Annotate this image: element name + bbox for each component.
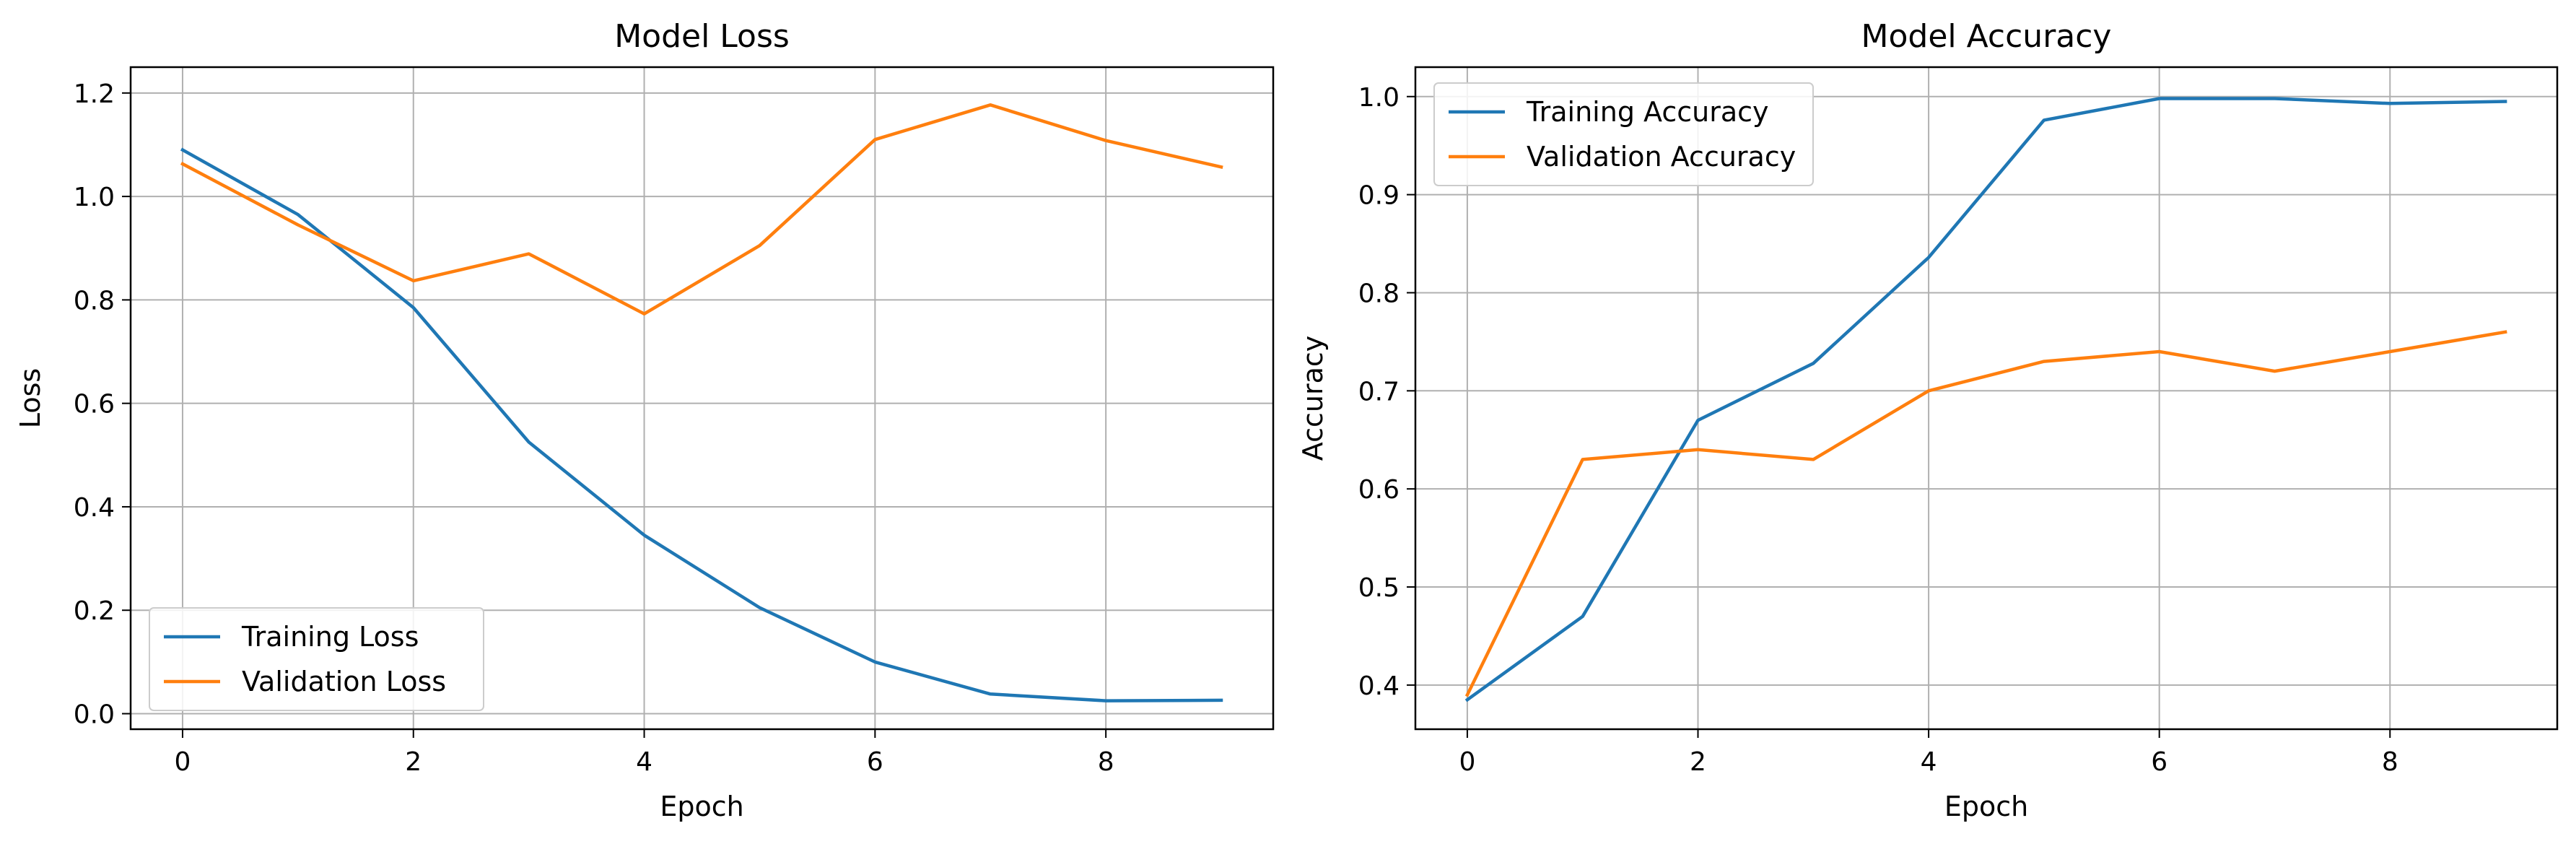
chart-title: Model Loss — [614, 18, 790, 55]
series-line-1 — [1464, 330, 2507, 697]
legend-box — [1433, 82, 1814, 186]
legend-label-1: Validation Loss — [242, 666, 446, 697]
y-tick-label: 0.0 — [74, 700, 115, 730]
plot-frame — [129, 66, 1275, 731]
x-tick-label: 4 — [636, 747, 652, 777]
x-tick-label: 8 — [1098, 747, 1114, 777]
series-line-0 — [180, 147, 1223, 702]
y-tick-label: 0.6 — [74, 390, 115, 419]
y-tick-label: 1.2 — [74, 79, 115, 109]
y-tick-label: 1.0 — [1358, 83, 1400, 113]
x-tick-label: 0 — [175, 747, 191, 777]
y-tick-label: 0.5 — [1358, 573, 1400, 603]
x-tick-label: 0 — [1459, 747, 1475, 777]
y-tick-label: 0.6 — [1358, 475, 1400, 505]
y-tick-label: 1.0 — [74, 183, 115, 212]
y-tick-label: 0.2 — [74, 596, 115, 626]
y-tick-label: 0.4 — [1358, 671, 1400, 701]
x-tick-label: 4 — [1921, 747, 1937, 777]
legend-label-0: Training Loss — [241, 621, 419, 653]
accuracy-chart: 0 2 4 6 8 0.4 0.5 0.6 0.7 0.8 0.9 1.0 Model Accuracy… — [1297, 18, 2559, 822]
legend-label-0: Training Accuracy — [1526, 96, 1769, 128]
y-tick-label: 0.8 — [74, 286, 115, 316]
y-tick-label: 0.4 — [74, 493, 115, 523]
x-axis-label: Epoch — [660, 791, 743, 822]
legend: Training Loss Validation Loss — [149, 607, 484, 711]
plot-frame — [1414, 66, 2559, 731]
y-tick-label: 0.7 — [1358, 377, 1400, 406]
x-axis-label: Epoch — [1944, 791, 2028, 822]
y-axis-label: Accuracy — [1297, 336, 1329, 461]
legend-box — [149, 607, 484, 711]
legend-label-1: Validation Accuracy — [1527, 141, 1796, 173]
y-axis-label: Loss — [14, 368, 46, 428]
legend: Training Accuracy Validation Accuracy — [1433, 82, 1814, 186]
loss-chart: 0 2 4 6 8 0.0 0.2 0.4 0.6 0.8 1.0 1.2 Model Loss Epoc… — [14, 18, 1275, 822]
x-tick-label: 8 — [2382, 747, 2398, 777]
x-tick-label: 6 — [2151, 747, 2167, 777]
y-tick-label: 0.8 — [1358, 279, 1400, 308]
series-line-0 — [1464, 97, 2507, 702]
x-tick-label: 2 — [1690, 747, 1706, 777]
x-tick-label: 2 — [405, 747, 422, 777]
y-tick-label: 0.9 — [1358, 181, 1400, 211]
x-tick-label: 6 — [867, 747, 883, 777]
series-line-1 — [180, 103, 1223, 316]
chart-title: Model Accuracy — [1861, 18, 2112, 55]
